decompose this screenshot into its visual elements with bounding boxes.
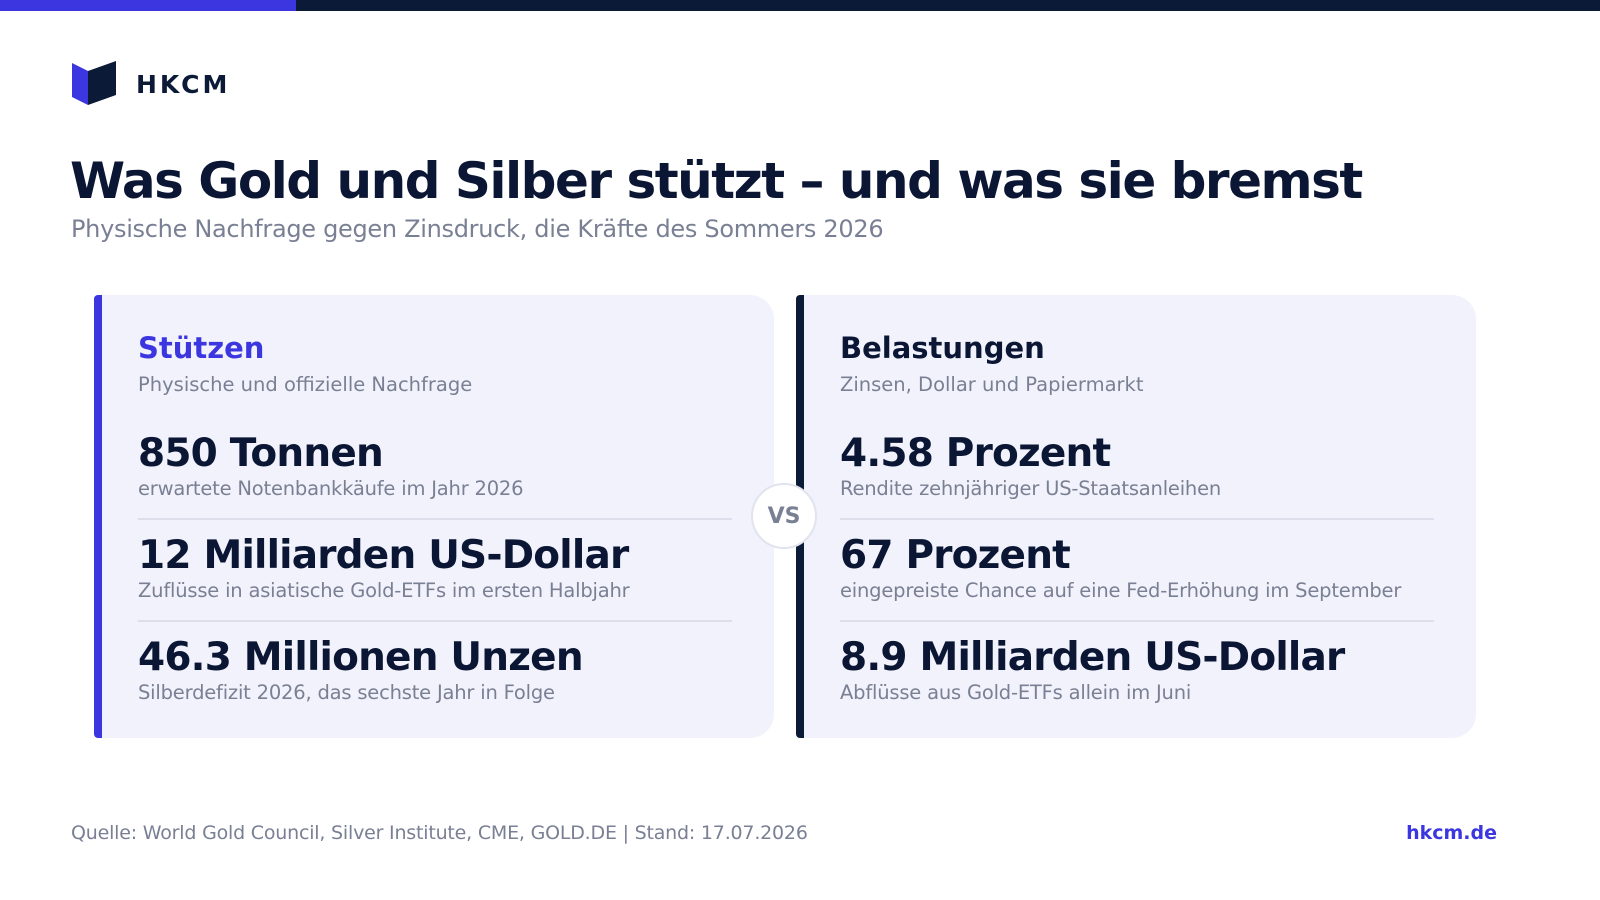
burden-card-subtitle: Zinsen, Dollar und Papiermarkt xyxy=(840,373,1144,396)
top-bar xyxy=(0,0,1600,11)
footer-website-link[interactable]: hkcm.de xyxy=(1406,822,1497,844)
burden-stat: 4.58 Prozent Rendite zehnjähriger US-Sta… xyxy=(840,431,1440,501)
hkcm-logo-icon xyxy=(72,61,116,105)
page-title: Was Gold und Silber stützt – und was sie… xyxy=(70,152,1363,210)
stat-divider xyxy=(840,518,1434,520)
vs-badge: VS xyxy=(751,483,817,549)
burden-stat: 67 Prozent eingepreiste Chance auf eine … xyxy=(840,533,1440,603)
burden-card-title: Belastungen xyxy=(840,331,1045,365)
top-bar-accent xyxy=(0,0,296,11)
stat-description: erwartete Notenbankkäufe im Jahr 2026 xyxy=(138,477,524,500)
support-card-subtitle: Physische und offizielle Nachfrage xyxy=(138,373,473,396)
stat-value: 4.58 Prozent xyxy=(840,431,1111,476)
stat-description: Silberdefizit 2026, das sechste Jahr in … xyxy=(138,681,555,704)
stat-description: eingepreiste Chance auf eine Fed-Erhöhun… xyxy=(840,579,1402,602)
support-stat: 46.3 Millionen Unzen Silberdefizit 2026,… xyxy=(138,635,738,705)
stat-divider xyxy=(138,518,732,520)
stat-description: Abflüsse aus Gold-ETFs allein im Juni xyxy=(840,681,1192,704)
stat-value: 8.9 Milliarden US-Dollar xyxy=(840,635,1345,680)
stat-divider xyxy=(840,620,1434,622)
stat-value: 46.3 Millionen Unzen xyxy=(138,635,584,680)
footer-source: Quelle: World Gold Council, Silver Insti… xyxy=(71,822,808,844)
stat-description: Zuflüsse in asiatische Gold-ETFs im erst… xyxy=(138,579,630,602)
page-subtitle: Physische Nachfrage gegen Zinsdruck, die… xyxy=(71,215,884,243)
support-stat: 12 Milliarden US-Dollar Zuflüsse in asia… xyxy=(138,533,738,603)
burden-card: Belastungen Zinsen, Dollar und Papiermar… xyxy=(796,295,1476,738)
stat-value: 67 Prozent xyxy=(840,533,1071,578)
support-card: Stützen Physische und offizielle Nachfra… xyxy=(94,295,774,738)
burden-stat: 8.9 Milliarden US-Dollar Abflüsse aus Go… xyxy=(840,635,1440,705)
stat-value: 12 Milliarden US-Dollar xyxy=(138,533,629,578)
brand-name: HKCM xyxy=(136,69,231,99)
support-stat: 850 Tonnen erwartete Notenbankkäufe im J… xyxy=(138,431,738,501)
stat-divider xyxy=(138,620,732,622)
brand-logo: HKCM xyxy=(72,60,230,108)
stat-description: Rendite zehnjähriger US-Staatsanleihen xyxy=(840,477,1222,500)
support-card-title: Stützen xyxy=(138,331,265,365)
stat-value: 850 Tonnen xyxy=(138,431,384,476)
